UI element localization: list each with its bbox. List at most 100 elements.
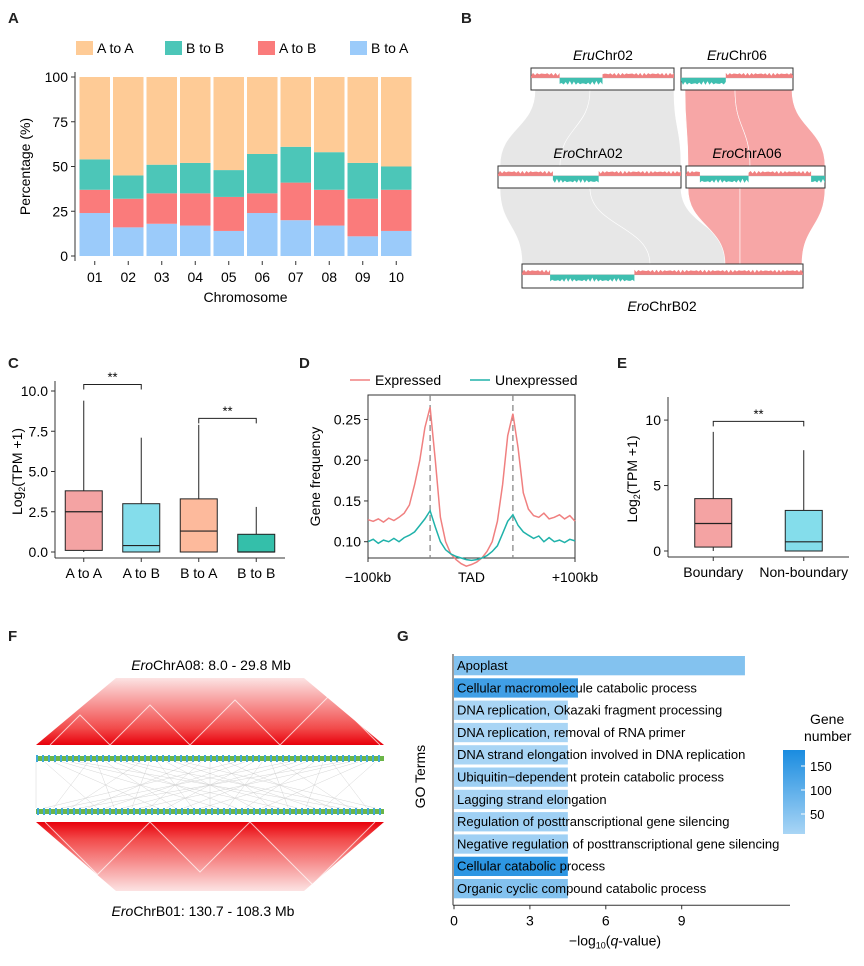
y-tick-label: 5 (653, 478, 661, 494)
gene-mark (270, 755, 272, 762)
gene-mark (121, 808, 123, 815)
gene-mark (217, 808, 219, 815)
gene-mark (54, 755, 56, 762)
track-label-eru06: EruChr06 (707, 47, 767, 63)
x-tick-label: +100kb (552, 569, 599, 585)
panel-label-g: G (397, 628, 409, 645)
go-term-label: DNA replication, Okazaki fragment proces… (457, 703, 722, 718)
y-tick-label: 25 (52, 203, 68, 219)
bar-segment (247, 153, 278, 194)
a-compartment-signal (634, 269, 803, 275)
gene-mark (175, 808, 177, 815)
b-compartment-signal (699, 175, 749, 183)
gene-link (262, 761, 367, 809)
tad-outline (44, 821, 151, 876)
gene-mark (366, 755, 368, 762)
gene-mark (259, 808, 261, 815)
gene-mark (205, 808, 207, 815)
gene-mark (282, 755, 284, 762)
go-bar (454, 700, 568, 720)
x-tick-label: B to A (180, 565, 218, 581)
bar-segment (381, 189, 412, 231)
gene-mark (342, 755, 344, 762)
gene-mark (102, 755, 104, 762)
synteny-diagram: EruChr02 EruChr06 EroChrA02 EroChrA06 EroChr… (497, 47, 826, 314)
bar-segment (280, 220, 311, 256)
gene-mark (187, 808, 189, 815)
significance-label: ** (107, 370, 117, 385)
y-tick-label: 50 (52, 159, 68, 175)
gene-mark (307, 808, 309, 815)
x-tick-label: 03 (154, 269, 170, 285)
gene-mark (150, 755, 152, 762)
x-tick-label: 10 (388, 269, 404, 285)
legend-label: B to B (186, 40, 224, 56)
go-term-label: Organic cyclic compound catabolic proces… (457, 881, 707, 896)
a-compartment-signal (686, 170, 700, 176)
y-tick-label: 10 (645, 412, 661, 428)
bar-segment (180, 225, 211, 256)
bar-segment (280, 77, 311, 147)
gene-mark (138, 755, 140, 762)
panel-label-c: C (8, 355, 19, 372)
gene-mark (325, 808, 327, 815)
gene-mark (43, 808, 45, 815)
significance-label: ** (753, 406, 763, 421)
gene-mark (367, 808, 369, 815)
bar-segment (314, 152, 345, 190)
y-axis-title: Log2(TPM +1) (9, 428, 27, 515)
legend-swatch (350, 41, 367, 55)
gene-mark (162, 755, 164, 762)
y-tick-label: 0.10 (334, 534, 361, 550)
x-tick-label: 6 (602, 912, 610, 928)
heatmap-bottom-title: EroChrB01: 130.7 - 108.3 Mb (112, 903, 295, 919)
gene-mark (115, 808, 117, 815)
bar-segment (79, 213, 110, 256)
y-axis-title: Log2(TPM +1) (624, 435, 642, 522)
bar-segment (347, 198, 378, 237)
box (179, 498, 218, 553)
track-label-eroB02: EroChrB02 (627, 298, 696, 314)
gene-mark (337, 808, 339, 815)
gene-mark (210, 755, 212, 762)
x-tick-label: −100kb (345, 569, 392, 585)
gene-mark (37, 808, 39, 815)
track-label-eroA02: EroChrA02 (553, 145, 622, 161)
box (122, 503, 161, 553)
gene-mark (379, 808, 381, 815)
go-term-label: Ubiquitin−dependent protein catabolic pr… (457, 770, 725, 785)
tad-outline (249, 821, 376, 886)
colorbar-label: 150 (810, 759, 832, 774)
gene-mark (349, 808, 351, 815)
track-label-eru02: EruChr02 (573, 47, 633, 63)
go-bar (454, 678, 578, 698)
gene-mark (103, 808, 105, 815)
b-compartment-signal (811, 175, 825, 183)
gene-mark (132, 755, 134, 762)
y-tick-label: 100 (45, 69, 69, 85)
go-term-label: Apoplast (457, 658, 508, 673)
a-compartment-signal (598, 170, 681, 176)
bar-segment (247, 193, 278, 214)
gene-mark (66, 755, 68, 762)
y-tick-label: 0.15 (334, 493, 361, 509)
go-term-label: DNA replication, removal of RNA primer (457, 725, 686, 740)
go-term-label: Cellular catabolic process (457, 859, 606, 874)
gene-track-bottom (36, 809, 384, 814)
bar-segment (79, 189, 110, 214)
gene-mark (276, 755, 278, 762)
x-tick-label: A to A (65, 565, 102, 581)
colorbar-label: 100 (810, 783, 832, 798)
panel-label-b: B (461, 10, 472, 27)
x-tick-label: 04 (187, 269, 203, 285)
box (64, 490, 103, 551)
gene-mark (169, 808, 171, 815)
gene-mark (181, 808, 183, 815)
boxplot-boundary: 0 5 10 Boundary Non-boundary ** Log2(TPM +1) (624, 397, 849, 580)
gene-mark (120, 755, 122, 762)
gene-mark (91, 808, 93, 815)
gene-mark (139, 808, 141, 815)
gene-mark (96, 755, 98, 762)
gene-mark (354, 755, 356, 762)
legend-title: number (804, 728, 852, 744)
